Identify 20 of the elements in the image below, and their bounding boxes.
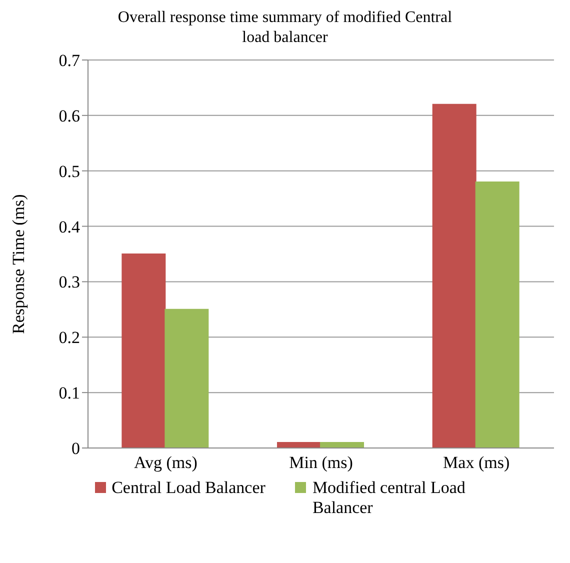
bar <box>164 308 209 448</box>
bar <box>432 104 476 448</box>
y-axis-title: Response Time (ms) <box>9 194 28 334</box>
y-tick-label: 0.4 <box>58 217 80 236</box>
y-tick-label: 0.3 <box>58 272 80 292</box>
y-tick-label: 0 <box>72 439 80 458</box>
y-tick-label: 0.1 <box>58 384 80 403</box>
chart-title: Overall response time summary of modified Central load balancer <box>116 8 454 48</box>
bar <box>475 181 520 448</box>
x-tick-label: Min (ms) <box>289 453 353 472</box>
y-tick-label: 0.7 <box>58 51 80 70</box>
bar <box>122 254 166 448</box>
y-tick-label: 0.5 <box>58 162 80 181</box>
y-tick-label: 0.2 <box>58 328 80 348</box>
legend-label: Central Load Balancer <box>112 478 266 498</box>
y-tick-label: 0.6 <box>58 106 80 126</box>
x-tick-label: Max (ms) <box>443 453 510 472</box>
bar <box>320 442 364 448</box>
legend-label: Modified central Load Balancer <box>312 478 466 518</box>
x-tick-label: Avg (ms) <box>134 453 198 472</box>
